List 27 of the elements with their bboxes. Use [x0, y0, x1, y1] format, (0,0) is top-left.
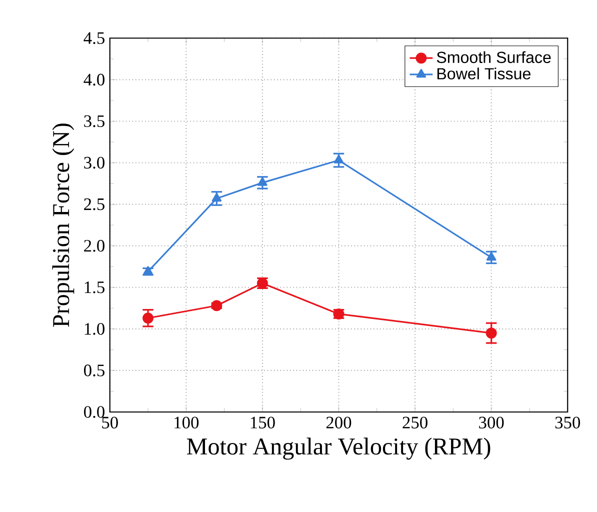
x-tick-label: 200: [326, 416, 352, 429]
x-tick-label: 150: [250, 416, 275, 429]
y-tick-label: 0.5: [84, 364, 104, 376]
legend-label: Bowel Tissue: [437, 68, 530, 80]
y-tick-label: 3.5: [84, 115, 104, 128]
x-tick-label: 350: [555, 416, 580, 429]
y-tick-label: 2.0: [84, 240, 104, 252]
y-tick-label: 0.0: [84, 406, 104, 418]
y-tick-label: 1.0: [84, 323, 104, 335]
y-axis-title: Propulsion Force (N): [52, 124, 74, 327]
x-tick-label: 50: [102, 416, 118, 429]
x-axis-title: Motor Angular Velocity (RPM): [186, 438, 490, 460]
x-tick-label: 300: [479, 416, 504, 429]
point: [142, 312, 154, 324]
y-tick-label: 4.5: [84, 32, 104, 44]
point: [212, 193, 222, 202]
point: [211, 300, 222, 312]
x-tick-label: 100: [174, 416, 199, 429]
y-tick-label: 2.5: [84, 198, 104, 210]
point: [258, 177, 268, 186]
legend-label: Smooth Surface: [436, 51, 551, 64]
point: [334, 154, 344, 164]
point: [486, 328, 497, 339]
x-tick-label: 250: [402, 416, 428, 429]
y-tick-label: 4.0: [84, 74, 104, 86]
y-tick-label: 3.0: [84, 156, 104, 169]
y-tick-label: 1.5: [84, 282, 104, 294]
